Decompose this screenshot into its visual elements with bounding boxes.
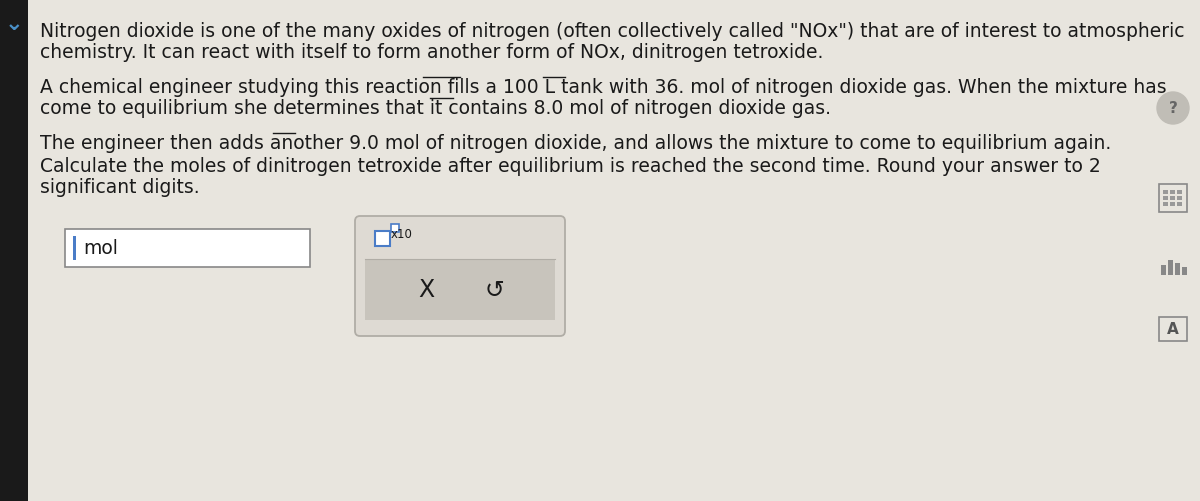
Text: mol: mol: [83, 238, 118, 258]
FancyBboxPatch shape: [1177, 190, 1182, 194]
FancyBboxPatch shape: [1175, 263, 1180, 275]
FancyBboxPatch shape: [1170, 202, 1175, 206]
Text: X: X: [418, 278, 434, 302]
Text: ?: ?: [1169, 101, 1177, 116]
Text: come to equilibrium she determines that it contains 8.0 mol of nitrogen dioxide : come to equilibrium she determines that …: [40, 99, 830, 118]
FancyBboxPatch shape: [1182, 267, 1187, 275]
FancyBboxPatch shape: [365, 260, 554, 320]
FancyBboxPatch shape: [1163, 196, 1168, 200]
FancyBboxPatch shape: [0, 0, 28, 501]
Text: chemistry. It can react with itself to form another form of NOx, dinitrogen tetr: chemistry. It can react with itself to f…: [40, 43, 823, 62]
FancyBboxPatch shape: [1177, 202, 1182, 206]
FancyBboxPatch shape: [391, 224, 398, 232]
FancyBboxPatch shape: [1168, 260, 1174, 275]
FancyBboxPatch shape: [374, 231, 390, 246]
Text: Calculate the moles of dinitrogen tetroxide after equilibrium is reached the sec: Calculate the moles of dinitrogen tetrox…: [40, 157, 1100, 176]
FancyBboxPatch shape: [65, 229, 310, 267]
Text: ↺: ↺: [484, 278, 504, 302]
Text: x10: x10: [391, 228, 413, 241]
Text: A chemical engineer studying this reaction fills a 100 L tank with 36. mol of ni: A chemical engineer studying this reacti…: [40, 78, 1166, 97]
FancyBboxPatch shape: [73, 236, 76, 260]
Text: A: A: [1168, 322, 1178, 337]
FancyBboxPatch shape: [1163, 202, 1168, 206]
FancyBboxPatch shape: [1170, 196, 1175, 200]
Text: Nitrogen dioxide is one of the many oxides of nitrogen (often collectively calle: Nitrogen dioxide is one of the many oxid…: [40, 22, 1184, 41]
Text: significant digits.: significant digits.: [40, 178, 199, 197]
FancyBboxPatch shape: [1177, 196, 1182, 200]
FancyBboxPatch shape: [1163, 190, 1168, 194]
Text: ⌄: ⌄: [5, 14, 23, 34]
Circle shape: [1157, 92, 1189, 124]
FancyBboxPatch shape: [1162, 265, 1166, 275]
FancyBboxPatch shape: [1170, 190, 1175, 194]
Text: The engineer then adds another 9.0 mol of nitrogen dioxide, and allows the mixtu: The engineer then adds another 9.0 mol o…: [40, 134, 1111, 153]
FancyBboxPatch shape: [355, 216, 565, 336]
